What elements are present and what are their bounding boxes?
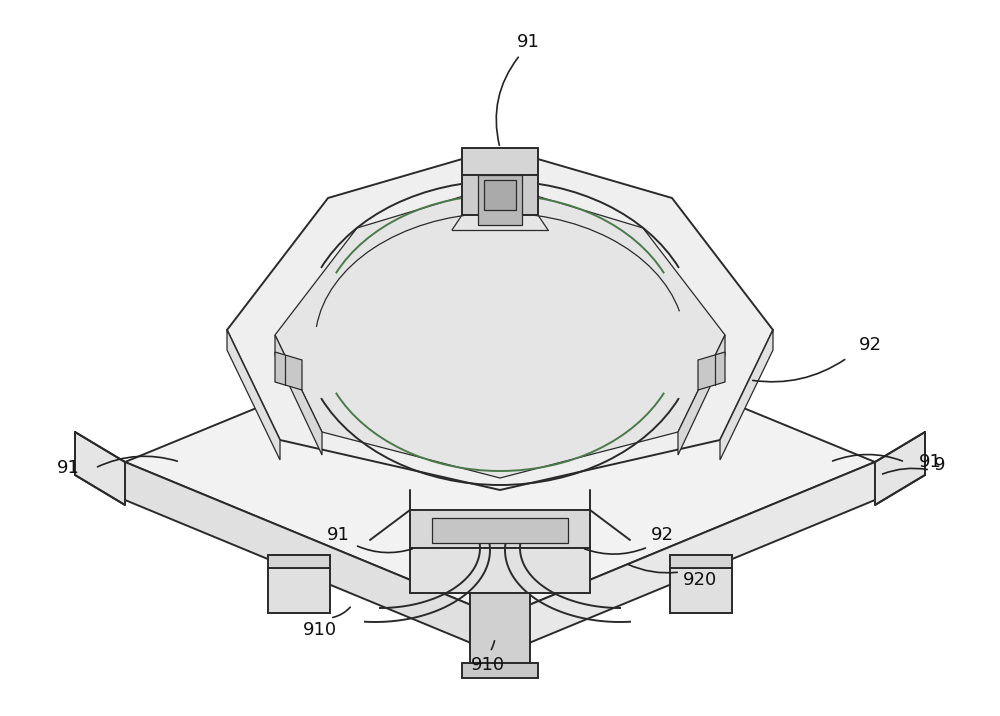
Polygon shape	[720, 330, 773, 460]
Polygon shape	[410, 548, 590, 593]
Polygon shape	[678, 335, 725, 455]
Polygon shape	[275, 335, 322, 455]
Text: 92: 92	[650, 526, 674, 544]
FancyArrowPatch shape	[496, 57, 518, 145]
Polygon shape	[125, 308, 875, 617]
FancyArrowPatch shape	[491, 641, 494, 649]
Text: 91: 91	[919, 453, 941, 471]
FancyArrowPatch shape	[98, 456, 177, 467]
Polygon shape	[462, 663, 538, 678]
Polygon shape	[268, 568, 330, 613]
Polygon shape	[462, 148, 538, 175]
Polygon shape	[478, 175, 522, 225]
Polygon shape	[500, 462, 875, 655]
Text: 9: 9	[934, 456, 946, 474]
FancyArrowPatch shape	[753, 359, 845, 382]
Polygon shape	[875, 432, 925, 505]
Polygon shape	[432, 518, 568, 543]
Text: 92: 92	[858, 336, 882, 354]
Text: 91: 91	[327, 526, 349, 544]
Polygon shape	[470, 593, 530, 663]
Text: 920: 920	[683, 571, 717, 589]
Text: 910: 910	[303, 621, 337, 639]
Text: 910: 910	[471, 656, 505, 674]
Polygon shape	[410, 510, 590, 548]
Polygon shape	[227, 148, 773, 490]
FancyArrowPatch shape	[628, 564, 677, 573]
FancyArrowPatch shape	[333, 607, 350, 617]
Polygon shape	[670, 568, 732, 613]
Polygon shape	[125, 462, 500, 655]
FancyArrowPatch shape	[883, 468, 927, 474]
Polygon shape	[275, 352, 302, 390]
Polygon shape	[484, 180, 516, 210]
Polygon shape	[670, 555, 732, 568]
Polygon shape	[275, 185, 725, 478]
Polygon shape	[268, 555, 330, 568]
Polygon shape	[462, 175, 538, 215]
FancyArrowPatch shape	[833, 455, 902, 461]
FancyArrowPatch shape	[585, 548, 645, 554]
Text: 91: 91	[57, 459, 79, 477]
Polygon shape	[227, 330, 280, 460]
Polygon shape	[698, 352, 725, 390]
FancyArrowPatch shape	[358, 546, 412, 553]
Polygon shape	[75, 432, 125, 505]
Text: 91: 91	[517, 33, 539, 51]
